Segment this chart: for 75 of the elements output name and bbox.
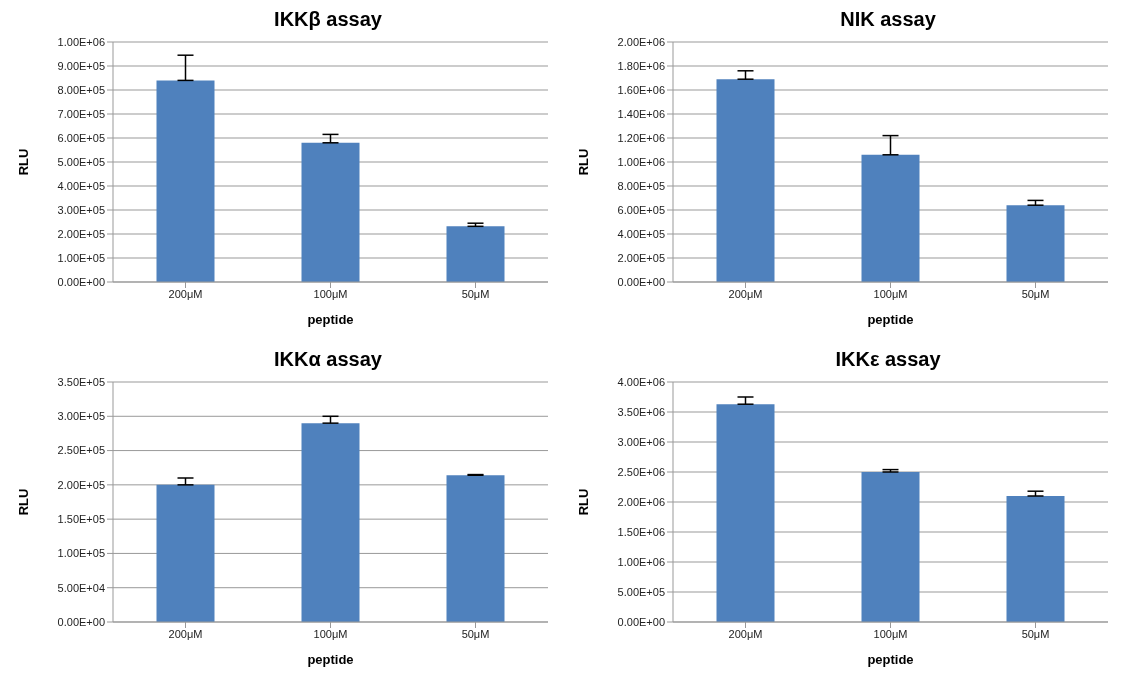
chart-title: IKKε assay — [834, 348, 942, 372]
y-tick-label: 1.00E+06 — [57, 35, 105, 48]
bar — [1006, 496, 1065, 622]
x-axis-title: peptide — [307, 312, 354, 327]
y-tick-label: 3.50E+06 — [617, 405, 665, 418]
y-tick-label: 1.50E+06 — [617, 525, 665, 538]
x-tick-label: 50μM — [461, 627, 490, 640]
y-tick-label: 2.00E+05 — [57, 227, 105, 240]
y-tick-label: 1.00E+06 — [617, 555, 665, 568]
y-tick-label: 4.00E+06 — [617, 375, 665, 388]
bar — [301, 142, 360, 282]
bar — [716, 404, 775, 622]
y-tick-label: 1.60E+06 — [617, 83, 665, 96]
y-axis-title: RLU — [575, 148, 591, 176]
x-tick-label: 50μM — [1021, 287, 1050, 300]
y-tick-label: 4.00E+05 — [617, 227, 665, 240]
y-tick-label: 2.00E+06 — [617, 495, 665, 508]
y-tick-label: 1.00E+05 — [57, 251, 105, 264]
bar — [446, 475, 505, 622]
y-tick-label: 8.00E+05 — [617, 179, 665, 192]
chart-title: NIK assay — [839, 8, 937, 32]
x-tick-label: 100μM — [873, 287, 908, 300]
y-tick-label: 1.20E+06 — [617, 131, 665, 144]
y-tick-label: 6.00E+05 — [617, 203, 665, 216]
y-tick-label: 3.00E+06 — [617, 435, 665, 448]
y-tick-label: 6.00E+05 — [57, 131, 105, 144]
x-tick-label: 100μM — [313, 627, 348, 640]
bar — [861, 472, 920, 622]
y-tick-label: 2.00E+05 — [617, 251, 665, 264]
y-tick-label: 2.00E+06 — [617, 35, 665, 48]
y-tick-label: 7.00E+05 — [57, 107, 105, 120]
y-tick-label: 1.00E+05 — [57, 547, 105, 560]
y-tick-label: 0.00E+00 — [57, 275, 105, 288]
bar — [716, 79, 775, 282]
bar — [301, 423, 360, 622]
y-tick-label: 1.50E+05 — [57, 513, 105, 526]
x-axis-title: peptide — [867, 312, 914, 327]
y-tick-label: 0.00E+00 — [617, 615, 665, 628]
y-tick-label: 1.00E+06 — [617, 155, 665, 168]
x-tick-label: 200μM — [168, 287, 203, 300]
chart-title: IKKα assay — [273, 348, 383, 372]
y-tick-label: 5.00E+05 — [57, 155, 105, 168]
y-tick-label: 2.00E+05 — [57, 478, 105, 491]
x-tick-label: 50μM — [461, 287, 490, 300]
y-tick-label: 1.40E+06 — [617, 107, 665, 120]
y-tick-label: 5.00E+05 — [617, 585, 665, 598]
y-tick-label: 0.00E+00 — [57, 615, 105, 628]
bar — [156, 484, 215, 622]
y-tick-label: 2.50E+05 — [57, 444, 105, 457]
x-tick-label: 200μM — [728, 287, 763, 300]
y-tick-label: 1.80E+06 — [617, 59, 665, 72]
y-axis-title: RLU — [575, 488, 591, 516]
bar — [156, 80, 215, 282]
x-tick-label: 200μM — [168, 627, 203, 640]
y-tick-label: 3.50E+05 — [57, 375, 105, 388]
y-tick-label: 3.00E+05 — [57, 410, 105, 423]
x-tick-label: 200μM — [728, 627, 763, 640]
bar — [1006, 205, 1065, 282]
bar — [861, 154, 920, 282]
x-axis-title: peptide — [867, 652, 914, 667]
y-tick-label: 8.00E+05 — [57, 83, 105, 96]
bar — [446, 226, 505, 282]
x-axis-title: peptide — [307, 652, 354, 667]
y-axis-title: RLU — [15, 488, 31, 516]
y-tick-label: 0.00E+00 — [617, 275, 665, 288]
y-tick-label: 9.00E+05 — [57, 59, 105, 72]
chart-title: IKKβ assay — [273, 8, 383, 32]
x-tick-label: 100μM — [873, 627, 908, 640]
y-tick-label: 3.00E+05 — [57, 203, 105, 216]
y-tick-label: 5.00E+04 — [57, 581, 105, 594]
y-tick-label: 4.00E+05 — [57, 179, 105, 192]
y-tick-label: 2.50E+06 — [617, 465, 665, 478]
y-axis-title: RLU — [15, 148, 31, 176]
x-tick-label: 50μM — [1021, 627, 1050, 640]
x-tick-label: 100μM — [313, 287, 348, 300]
